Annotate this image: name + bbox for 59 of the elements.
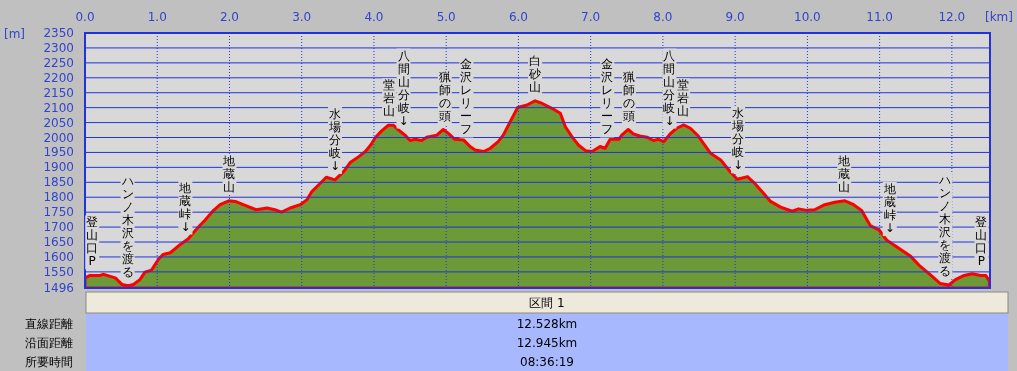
x-tick-label: 6.0: [508, 10, 528, 24]
text: 所要時間: [25, 355, 73, 369]
x-tick-label: 12.0: [938, 10, 966, 24]
annotation: 金沢レリーフ: [601, 57, 614, 137]
y-tick-label: 1496: [43, 281, 74, 295]
x-tick-label: 2.0: [219, 10, 240, 24]
x-tick-label: 3.0: [292, 10, 312, 24]
annotation: 堂岩山: [677, 78, 690, 119]
annotation: 金沢レリーフ: [460, 57, 473, 137]
annotation: ハンノ木沢を渡る: [938, 173, 952, 279]
annotation: 八間山分岐↓: [397, 48, 410, 128]
y-tick-label: 2200: [43, 70, 74, 85]
x-tick-label: 8.0: [653, 10, 673, 24]
x-tick-label: 7.0: [581, 10, 601, 24]
annotation: 地蔵山: [222, 153, 236, 194]
y-tick-label: 2300: [43, 40, 74, 55]
x-axis-title: [km]: [984, 10, 1013, 24]
annotation: 登山口P: [86, 215, 99, 269]
annotation: 地蔵峠↓: [882, 182, 896, 236]
text: 08:36:19: [520, 355, 574, 369]
x-tick-label: 9.0: [725, 10, 745, 24]
y-tick-label: 1950: [43, 145, 74, 160]
annotation: 地蔵峠↓: [178, 180, 192, 234]
y-tick-label: 1650: [43, 235, 74, 250]
annotation: 登山口P: [975, 215, 988, 269]
y-tick-label: 2050: [43, 115, 74, 130]
y-tick-label: 2250: [43, 55, 74, 70]
annotation: 八間山分岐↓: [663, 48, 676, 128]
y-tick-label: 1700: [43, 220, 74, 235]
annotation: 水場分岐↓: [731, 106, 745, 173]
y-tick-label: 2350: [43, 26, 74, 40]
y-tick-label: 2000: [43, 130, 74, 145]
y-tick-label: 1800: [43, 190, 74, 205]
x-tick-label: 0.0: [75, 10, 95, 24]
annotation: ハンノ木沢を渡る: [120, 173, 134, 279]
text: 区間 1: [529, 296, 565, 310]
annotation: 水場分岐↓: [327, 106, 341, 173]
x-tick-label: 5.0: [436, 10, 456, 24]
text: 12.528km: [516, 317, 578, 331]
y-tick-label: 1750: [43, 205, 74, 220]
x-tick-label: 1.0: [147, 10, 167, 24]
y-tick-label: 2150: [43, 85, 74, 100]
annotation: 猟師の頭: [438, 70, 451, 124]
y-tick-label: 1550: [43, 264, 74, 279]
annotation: 地蔵山: [837, 153, 851, 194]
annotation: 白砂山: [528, 53, 542, 94]
y-tick-label: 1900: [43, 160, 74, 175]
x-tick-label: 11.0: [866, 10, 893, 24]
x-tick-label: 4.0: [364, 10, 384, 24]
text: 直線距離: [25, 317, 73, 331]
y-tick-label: 1850: [43, 175, 74, 190]
text: 12.945km: [516, 336, 578, 350]
text: 沿面距離: [25, 336, 73, 350]
annotation: 堂岩山: [383, 78, 396, 119]
annotation: 猟師の頭: [622, 70, 635, 124]
y-tick-label: 1600: [43, 249, 74, 264]
x-tick-label: 10.0: [794, 10, 821, 24]
y-axis-title: [m]: [4, 27, 26, 41]
y-tick-label: 2100: [43, 100, 74, 115]
